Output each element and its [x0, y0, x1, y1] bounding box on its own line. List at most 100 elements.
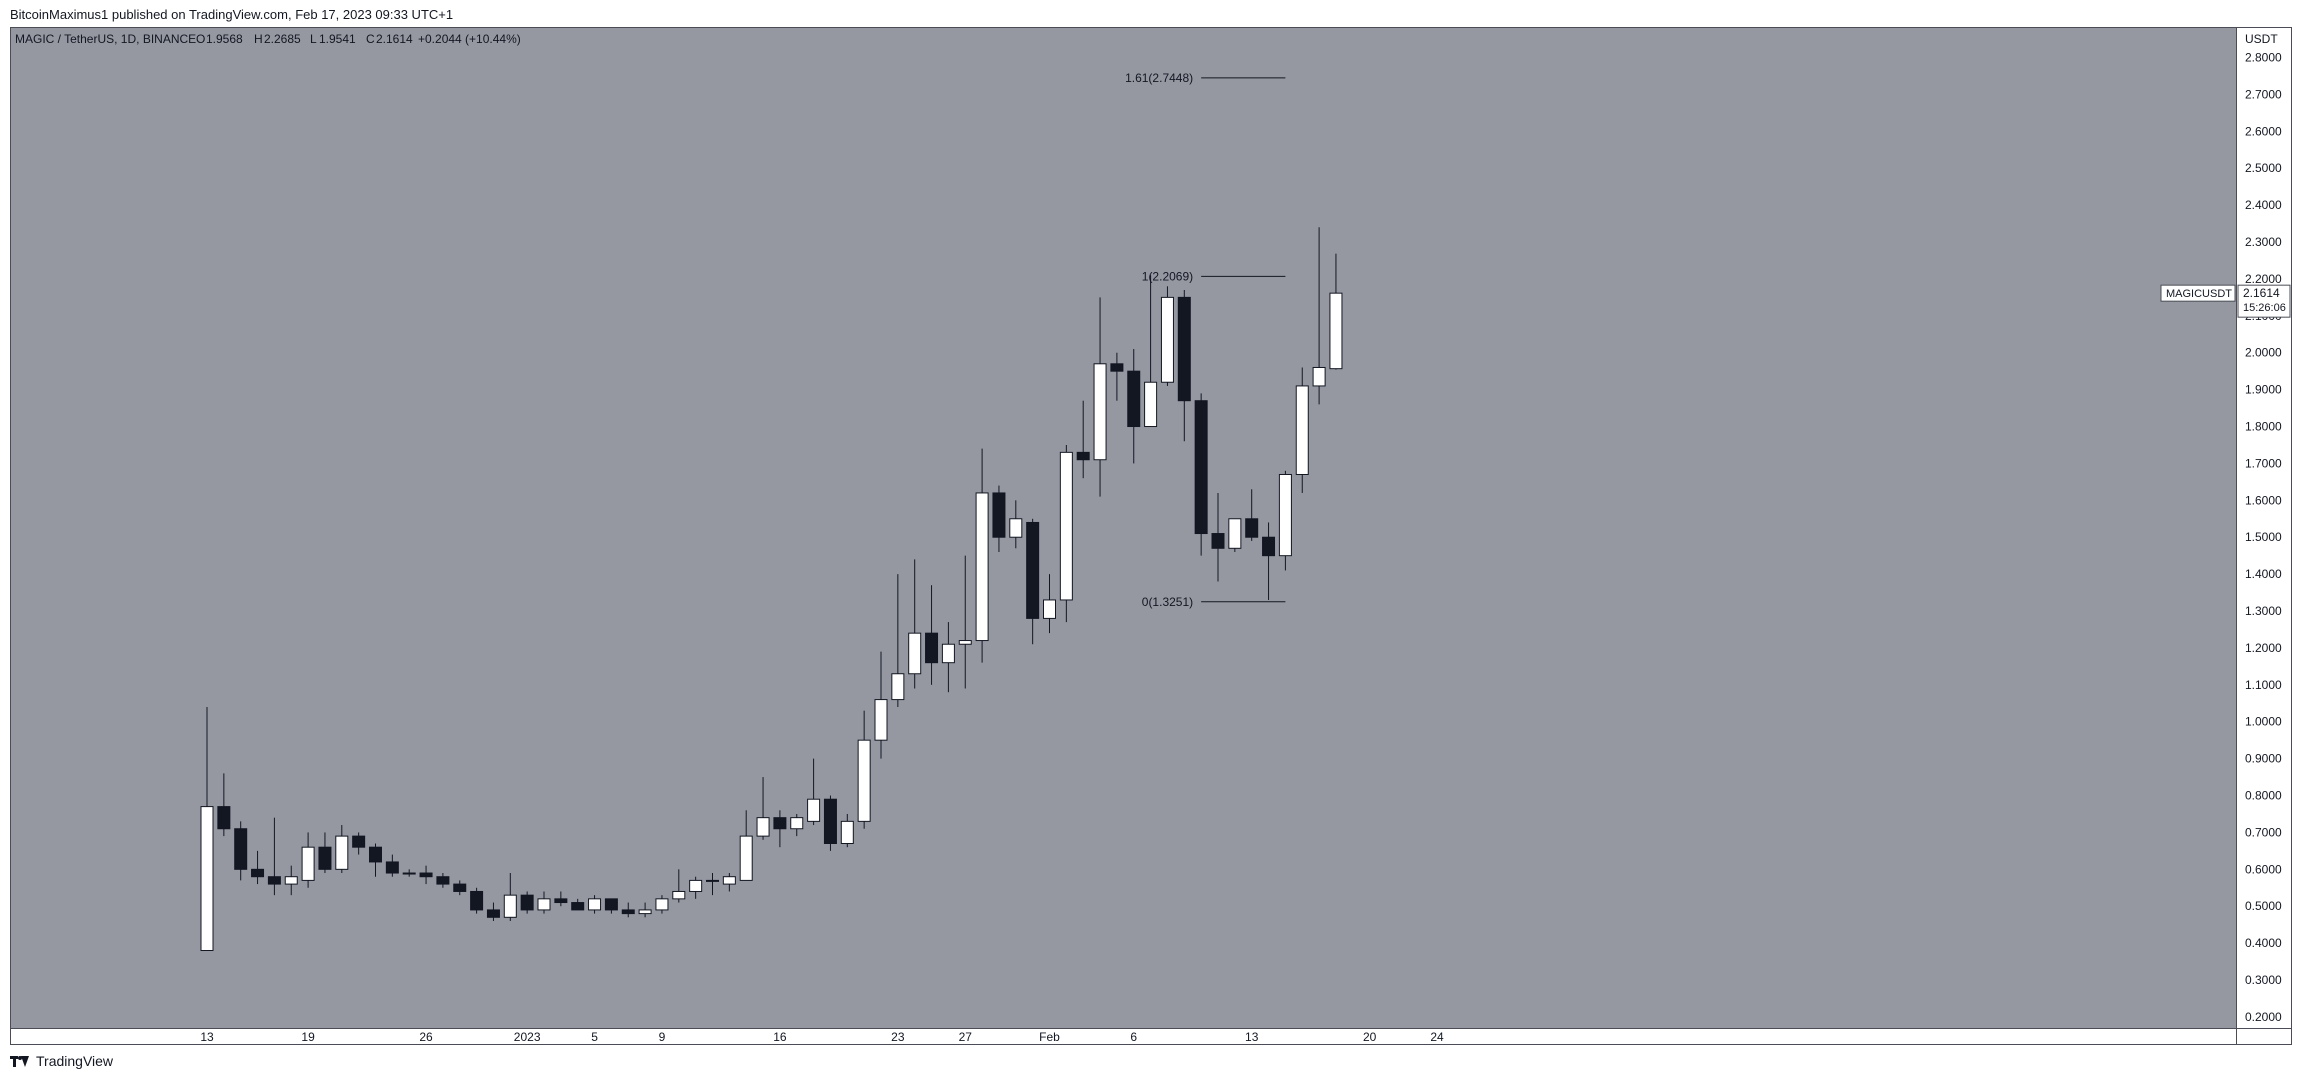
candle[interactable] [1144, 275, 1158, 428]
candle[interactable] [217, 773, 231, 837]
candle[interactable] [672, 869, 686, 903]
time-tick-label: 6 [1130, 1030, 1137, 1044]
candle[interactable] [857, 710, 871, 829]
candle[interactable] [1160, 286, 1174, 386]
candlestick-chart[interactable]: 1.61(2.7448) 1(2.2069) 0(1.3251) 2.8000 2.7… [11, 28, 2291, 1044]
candle[interactable] [1076, 400, 1090, 479]
candle[interactable] [655, 895, 669, 914]
candle[interactable] [1177, 289, 1191, 442]
candle[interactable] [1295, 367, 1309, 493]
price-tick-label: 0.2000 [2245, 1010, 2282, 1024]
price-axis-currency: USDT [2245, 32, 2278, 46]
candle-body [756, 817, 770, 837]
candle[interactable] [958, 555, 972, 689]
legend-high-label: H [254, 32, 263, 46]
candle[interactable] [301, 832, 315, 888]
candle[interactable] [1211, 492, 1225, 582]
candle[interactable] [385, 854, 399, 877]
candle[interactable] [419, 865, 433, 885]
candle[interactable] [1312, 227, 1326, 405]
candle-body [1245, 518, 1259, 538]
price-tick-label: 2.8000 [2245, 51, 2282, 65]
candle-body [419, 872, 433, 878]
candle-body [1059, 451, 1073, 601]
candle[interactable] [267, 817, 281, 896]
candle[interactable] [908, 559, 922, 689]
candle[interactable] [369, 843, 382, 877]
candle[interactable] [335, 825, 349, 874]
price-axis[interactable] [2237, 28, 2291, 1028]
price-tag-countdown: 15:26:06 [2243, 302, 2286, 314]
candle[interactable] [840, 813, 854, 848]
plot-area[interactable] [11, 28, 2236, 1028]
price-tick-label: 2.5000 [2245, 161, 2282, 175]
candle[interactable] [352, 832, 366, 855]
candle[interactable] [706, 873, 719, 896]
fib-level-label: 1.61(2.7448) [1125, 71, 1193, 85]
candle[interactable] [790, 813, 804, 837]
time-axis[interactable] [11, 1029, 2236, 1044]
candle[interactable] [941, 622, 955, 693]
candle[interactable] [1262, 522, 1276, 600]
candle-body [1026, 521, 1040, 619]
candle[interactable] [1026, 518, 1040, 645]
candle[interactable] [874, 651, 888, 759]
candle[interactable] [1127, 349, 1141, 464]
candle[interactable] [891, 574, 905, 707]
candle[interactable] [604, 898, 618, 914]
candle[interactable] [486, 902, 500, 921]
legend-high-value: 2.2685 [264, 32, 301, 46]
candle[interactable] [571, 898, 585, 911]
price-tick-label: 0.4000 [2245, 936, 2282, 950]
candle[interactable] [554, 891, 568, 907]
candle-body [1093, 363, 1107, 461]
candle-body [638, 909, 652, 915]
candle[interactable] [1043, 574, 1056, 634]
candle[interactable] [251, 850, 265, 885]
candle[interactable] [756, 777, 770, 840]
symbol-tag: MAGICUSDT [2166, 288, 2232, 300]
candle[interactable] [739, 810, 753, 881]
candle[interactable] [689, 876, 703, 899]
candle[interactable] [1110, 352, 1124, 401]
candle[interactable] [925, 585, 939, 685]
candle-body [958, 640, 972, 645]
candle[interactable] [773, 810, 787, 848]
candle[interactable] [1228, 518, 1242, 552]
candle[interactable] [722, 873, 736, 892]
candle-body [1043, 599, 1056, 619]
candle[interactable] [234, 821, 248, 881]
candle[interactable] [318, 832, 332, 874]
legend-change: +0.2044 (+10.44%) [418, 32, 521, 46]
candle[interactable] [807, 758, 821, 826]
candle[interactable] [975, 448, 989, 663]
candle[interactable] [503, 873, 517, 921]
candle[interactable] [588, 895, 602, 914]
candle[interactable] [1194, 393, 1208, 556]
candle[interactable] [1245, 489, 1259, 541]
candle[interactable] [1093, 297, 1107, 497]
candle[interactable] [638, 902, 652, 918]
candle[interactable] [537, 891, 551, 914]
legend-low-value: 1.9541 [319, 32, 356, 46]
publish-header: BitcoinMaximus1 published on TradingView… [0, 0, 2314, 26]
last-price-marker[interactable]: MAGICUSDT 2.1614 15:26:06 [2160, 284, 2291, 318]
candle[interactable] [402, 869, 416, 877]
candle[interactable] [1059, 444, 1073, 623]
candle-body [790, 817, 804, 830]
candle[interactable] [992, 485, 1006, 552]
candle[interactable] [200, 706, 214, 952]
candle[interactable] [520, 891, 534, 914]
candle[interactable] [1009, 500, 1023, 549]
candle[interactable] [1329, 253, 1343, 370]
candle[interactable] [1278, 470, 1292, 571]
candle[interactable] [823, 795, 837, 851]
candle-body [352, 835, 366, 848]
candle[interactable] [621, 902, 635, 918]
candle[interactable] [470, 887, 484, 914]
candle[interactable] [436, 873, 450, 888]
candle-body [234, 828, 248, 870]
candle[interactable] [453, 880, 467, 896]
price-tick-label: 0.3000 [2245, 973, 2282, 987]
candle[interactable] [284, 865, 298, 896]
